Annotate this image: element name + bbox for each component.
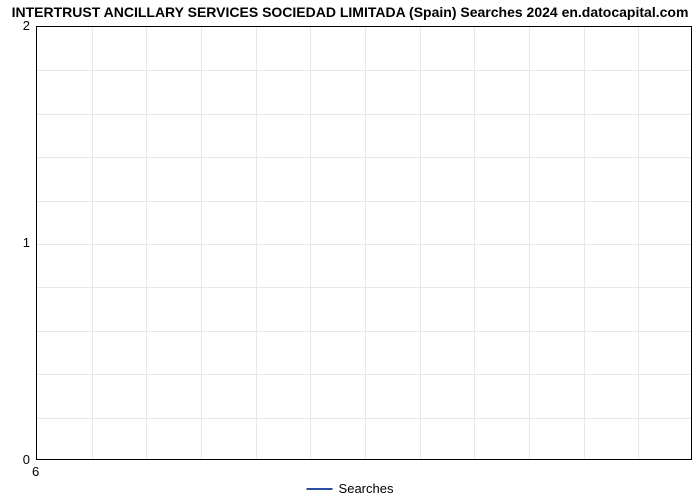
grid-line-horizontal: [37, 374, 691, 375]
grid-line-vertical: [256, 27, 257, 459]
grid-line-vertical: [638, 27, 639, 459]
grid-line-vertical: [201, 27, 202, 459]
grid-line-horizontal: [37, 331, 691, 332]
grid-line-vertical: [584, 27, 585, 459]
grid-line-vertical: [529, 27, 530, 459]
x-tick-label: 6: [32, 464, 39, 479]
legend-line-icon: [307, 488, 333, 490]
chart-title: INTERTRUST ANCILLARY SERVICES SOCIEDAD L…: [0, 4, 700, 20]
grid-line-vertical: [365, 27, 366, 459]
grid-line-vertical: [146, 27, 147, 459]
grid-line-vertical: [420, 27, 421, 459]
legend: Searches: [307, 481, 394, 496]
grid-line-horizontal: [37, 70, 691, 71]
y-tick-label: 2: [23, 18, 30, 33]
grid-line-horizontal: [37, 201, 691, 202]
grid-line-horizontal: [37, 157, 691, 158]
grid-line-horizontal: [37, 114, 691, 115]
grid-line-vertical: [474, 27, 475, 459]
y-tick-label: 1: [23, 235, 30, 250]
legend-label: Searches: [339, 481, 394, 496]
chart-container: INTERTRUST ANCILLARY SERVICES SOCIEDAD L…: [0, 0, 700, 500]
grid-line-vertical: [92, 27, 93, 459]
y-tick-label: 0: [23, 452, 30, 467]
grid-line-horizontal: [37, 244, 691, 245]
grid-line-vertical: [310, 27, 311, 459]
grid-line-horizontal: [37, 287, 691, 288]
plot-area: [36, 26, 692, 460]
grid-line-horizontal: [37, 418, 691, 419]
